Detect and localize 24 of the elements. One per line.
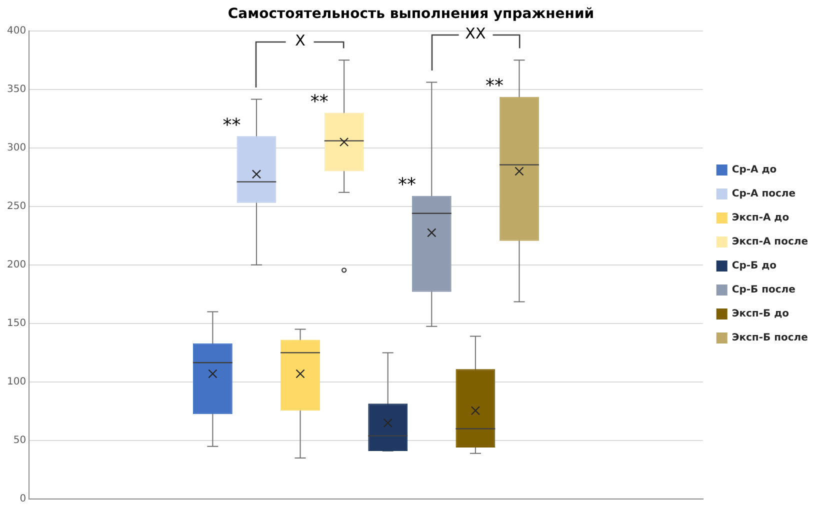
y-tick-label: 100 bbox=[6, 376, 26, 388]
annotation: X bbox=[295, 32, 306, 50]
y-tick-label: 0 bbox=[20, 494, 26, 505]
legend-label: Ср-А до bbox=[732, 164, 777, 176]
legend-label: Эксп-Б после bbox=[732, 332, 808, 344]
annotation: XX bbox=[465, 24, 486, 43]
annotation: ** bbox=[398, 174, 416, 196]
annotation: ** bbox=[222, 114, 241, 136]
annotation: ** bbox=[310, 91, 328, 112]
y-tick-label: 300 bbox=[6, 142, 26, 154]
y-tick-label: 250 bbox=[6, 200, 26, 212]
y-tick-label: 400 bbox=[6, 25, 26, 36]
legend-label: Эксп-Б до bbox=[732, 308, 790, 320]
annotation: ** bbox=[486, 76, 504, 97]
legend-label: Ср-Б до bbox=[732, 260, 777, 272]
legend-label: Ср-А после bbox=[732, 188, 796, 200]
legend-label: Ср-Б после bbox=[732, 284, 796, 296]
y-tick-label: 350 bbox=[6, 84, 26, 95]
y-tick-label: 150 bbox=[6, 318, 26, 330]
chart-title: Самостоятельность выполнения упражнений bbox=[228, 6, 594, 22]
legend-label: Эксп-А после bbox=[732, 236, 808, 248]
legend-label: Эксп-А до bbox=[732, 212, 790, 224]
y-tick-label: 50 bbox=[13, 435, 26, 446]
y-tick-label: 200 bbox=[6, 259, 26, 270]
